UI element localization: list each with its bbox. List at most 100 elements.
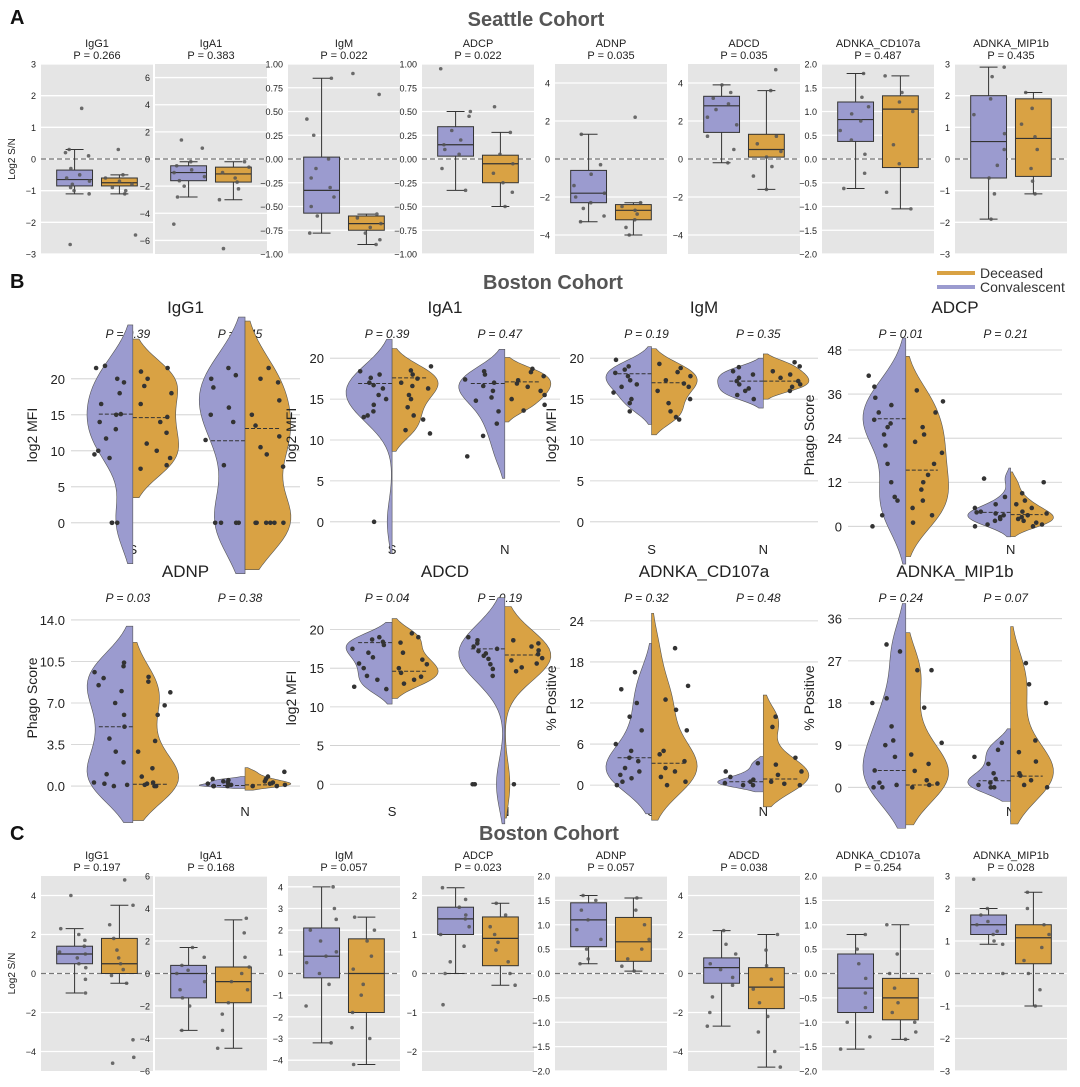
y-tick-label: 0.0 — [537, 969, 550, 979]
data-point — [180, 996, 185, 1000]
data-point — [172, 222, 176, 226]
data-point — [578, 961, 582, 966]
data-point — [971, 877, 976, 882]
data-point — [876, 410, 882, 415]
y-tick-label: 15 — [310, 392, 324, 407]
y-tick-label: 48 — [828, 343, 842, 358]
data-point — [586, 957, 591, 961]
y-tick-label: 3 — [278, 904, 283, 914]
data-point — [926, 761, 931, 767]
data-point — [633, 208, 637, 213]
data-point — [1028, 777, 1034, 783]
data-point — [933, 410, 938, 415]
subplot-title: ADNP — [596, 850, 627, 862]
data-point — [993, 501, 998, 507]
data-point — [929, 667, 934, 673]
y-tick-label: 0 — [145, 155, 150, 165]
data-point — [863, 932, 868, 937]
box-convalescent — [170, 165, 208, 182]
data-point — [369, 954, 374, 958]
data-point — [797, 782, 803, 788]
data-point — [141, 383, 147, 389]
data-point — [976, 782, 981, 788]
data-point — [734, 123, 739, 127]
p-value: P = 0.035 — [720, 50, 767, 62]
data-point — [773, 714, 778, 719]
data-point — [920, 424, 925, 430]
data-point — [494, 948, 498, 952]
y-tick-label: −3 — [940, 250, 950, 260]
y-tick-label: −1 — [940, 186, 950, 196]
data-point — [361, 982, 366, 987]
data-point — [1022, 498, 1028, 503]
y-tick-label: −0.5 — [799, 178, 817, 188]
y-tick-label: 1.5 — [537, 896, 550, 906]
data-point — [863, 991, 868, 995]
data-point — [797, 364, 802, 369]
data-point — [1019, 122, 1024, 126]
violin-half-convalescent — [862, 603, 907, 829]
data-point — [503, 913, 508, 917]
data-point — [626, 364, 631, 369]
data-point — [496, 409, 501, 414]
data-point — [92, 669, 97, 675]
data-point — [992, 192, 997, 196]
data-point — [309, 204, 314, 209]
data-point — [885, 461, 890, 467]
y-tick-label: 0.25 — [399, 131, 417, 141]
data-point — [1002, 147, 1007, 152]
data-point — [534, 661, 540, 666]
data-point — [496, 940, 500, 945]
data-point — [919, 487, 924, 492]
data-point — [770, 368, 776, 374]
data-point — [352, 915, 357, 919]
data-point — [627, 233, 632, 237]
data-point — [769, 977, 774, 982]
data-point — [849, 138, 854, 142]
data-point — [1002, 131, 1007, 136]
violin-half-deceased — [504, 606, 552, 819]
data-point — [334, 950, 339, 954]
data-point — [1020, 509, 1025, 514]
data-point — [121, 663, 126, 669]
data-point — [842, 186, 846, 191]
data-point — [642, 922, 647, 927]
data-point — [598, 162, 603, 167]
data-point — [87, 179, 92, 183]
data-point — [1044, 511, 1049, 516]
data-point — [751, 396, 757, 402]
y-tick-label: 18 — [828, 696, 842, 711]
data-point — [420, 657, 425, 662]
data-point — [721, 928, 726, 933]
data-point — [366, 650, 371, 655]
data-point — [884, 642, 889, 647]
data-point — [995, 163, 1000, 168]
data-point — [174, 163, 179, 168]
data-point — [750, 782, 756, 788]
data-point — [915, 667, 920, 673]
data-point — [638, 200, 643, 205]
data-point — [860, 95, 864, 100]
box-subplot-adnka_cd107a: −2.0 −1.5 −1.0 −0.5 0.0 0.5 1.0 1.5 2.0 ADNKA_CD1… — [799, 850, 934, 1077]
box-convalescent — [837, 101, 875, 142]
data-point — [239, 971, 244, 976]
data-point — [525, 384, 531, 390]
p-value: P = 0.022 — [454, 50, 501, 62]
x-tick-label: N — [500, 542, 509, 557]
y-tick-label: 14.0 — [40, 613, 65, 628]
data-point — [359, 993, 364, 997]
p-value: P = 0.04 — [365, 591, 410, 605]
data-point — [113, 412, 119, 418]
data-point — [883, 742, 888, 748]
data-point — [748, 779, 753, 785]
data-point — [895, 498, 900, 503]
data-point — [519, 665, 525, 670]
violin-half-convalescent — [86, 324, 134, 564]
data-point — [233, 372, 239, 378]
data-point — [687, 396, 693, 402]
p-value: P = 0.254 — [854, 862, 901, 874]
p-value: P = 0.21 — [983, 327, 1028, 341]
data-point — [121, 660, 127, 665]
data-point — [634, 382, 640, 387]
data-point — [894, 782, 899, 788]
